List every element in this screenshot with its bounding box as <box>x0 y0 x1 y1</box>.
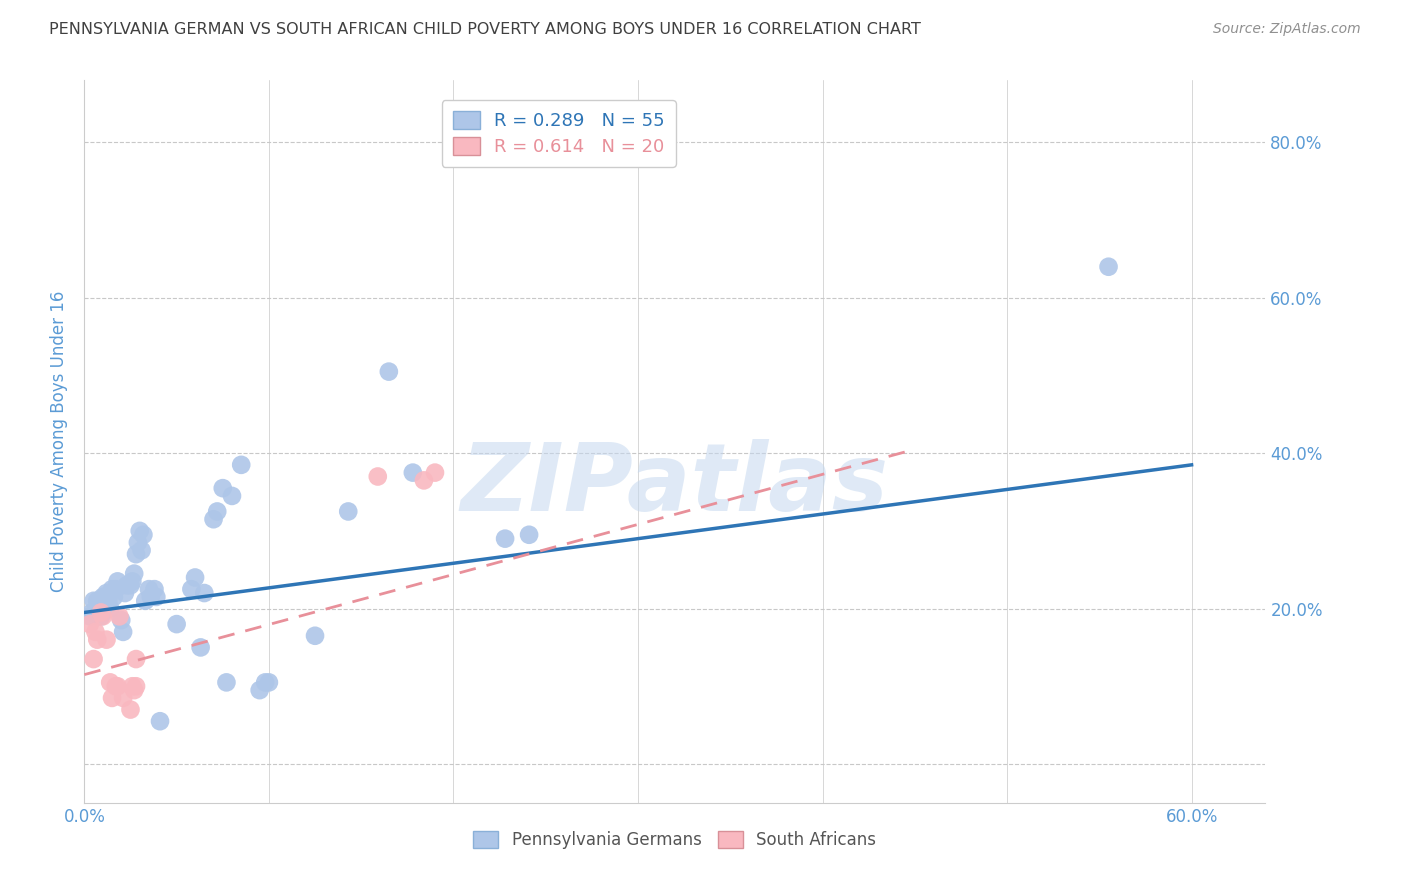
Point <box>90 606 112 620</box>
Point <box>97 594 120 608</box>
Y-axis label: Child Poverty Among Boys Under 16: Child Poverty Among Boys Under 16 <box>49 291 67 592</box>
Point <box>87 598 111 612</box>
Point <box>211 481 233 495</box>
Point <box>517 528 540 542</box>
Point <box>1097 260 1119 274</box>
Point <box>120 702 142 716</box>
Point <box>93 590 115 604</box>
Point <box>337 504 360 518</box>
Point <box>202 512 225 526</box>
Point <box>121 574 143 589</box>
Point <box>84 606 107 620</box>
Point <box>125 652 148 666</box>
Point <box>107 679 129 693</box>
Point <box>80 606 103 620</box>
Point <box>101 582 124 596</box>
Point <box>120 578 142 592</box>
Point <box>121 679 143 693</box>
Point <box>104 679 127 693</box>
Point <box>131 543 153 558</box>
Point <box>125 547 148 561</box>
Point <box>378 365 401 379</box>
Point <box>104 582 127 596</box>
Point <box>122 566 145 581</box>
Text: Source: ZipAtlas.com: Source: ZipAtlas.com <box>1213 22 1361 37</box>
Point <box>145 590 167 604</box>
Point <box>166 617 188 632</box>
Point <box>138 582 160 596</box>
Point <box>184 570 207 584</box>
Point <box>367 469 389 483</box>
Text: ZIPatlas: ZIPatlas <box>461 439 889 531</box>
Point <box>402 466 425 480</box>
Point <box>114 586 136 600</box>
Point <box>112 624 135 639</box>
Point <box>83 652 105 666</box>
Point <box>122 683 145 698</box>
Point <box>84 624 107 639</box>
Point <box>221 489 243 503</box>
Point <box>134 594 156 608</box>
Point <box>304 629 326 643</box>
Point <box>231 458 253 472</box>
Point <box>128 524 150 538</box>
Point <box>79 609 101 624</box>
Point <box>91 590 114 604</box>
Point <box>125 679 148 693</box>
Point <box>90 609 112 624</box>
Point <box>139 590 162 604</box>
Point <box>190 640 212 655</box>
Point <box>193 586 215 600</box>
Point <box>413 474 436 488</box>
Point <box>107 574 129 589</box>
Point <box>96 586 118 600</box>
Point <box>101 690 124 705</box>
Point <box>132 528 155 542</box>
Point <box>112 690 135 705</box>
Point <box>86 594 108 608</box>
Point <box>86 632 108 647</box>
Point <box>83 594 105 608</box>
Point <box>115 578 138 592</box>
Point <box>96 632 118 647</box>
Point <box>423 466 446 480</box>
Point <box>180 582 202 596</box>
Point <box>127 535 149 549</box>
Point <box>207 504 229 518</box>
Point <box>91 609 114 624</box>
Point <box>143 582 166 596</box>
Text: PENNSYLVANIA GERMAN VS SOUTH AFRICAN CHILD POVERTY AMONG BOYS UNDER 16 CORRELATI: PENNSYLVANIA GERMAN VS SOUTH AFRICAN CHI… <box>49 22 921 37</box>
Point <box>98 601 121 615</box>
Point <box>257 675 280 690</box>
Point <box>103 590 125 604</box>
Point <box>494 532 516 546</box>
Point <box>249 683 271 698</box>
Point <box>254 675 277 690</box>
Point <box>215 675 238 690</box>
Point <box>98 675 121 690</box>
Legend: Pennsylvania Germans, South Africans: Pennsylvania Germans, South Africans <box>463 822 887 860</box>
Point <box>149 714 172 729</box>
Point <box>79 617 101 632</box>
Point <box>110 613 132 627</box>
Point <box>108 609 131 624</box>
